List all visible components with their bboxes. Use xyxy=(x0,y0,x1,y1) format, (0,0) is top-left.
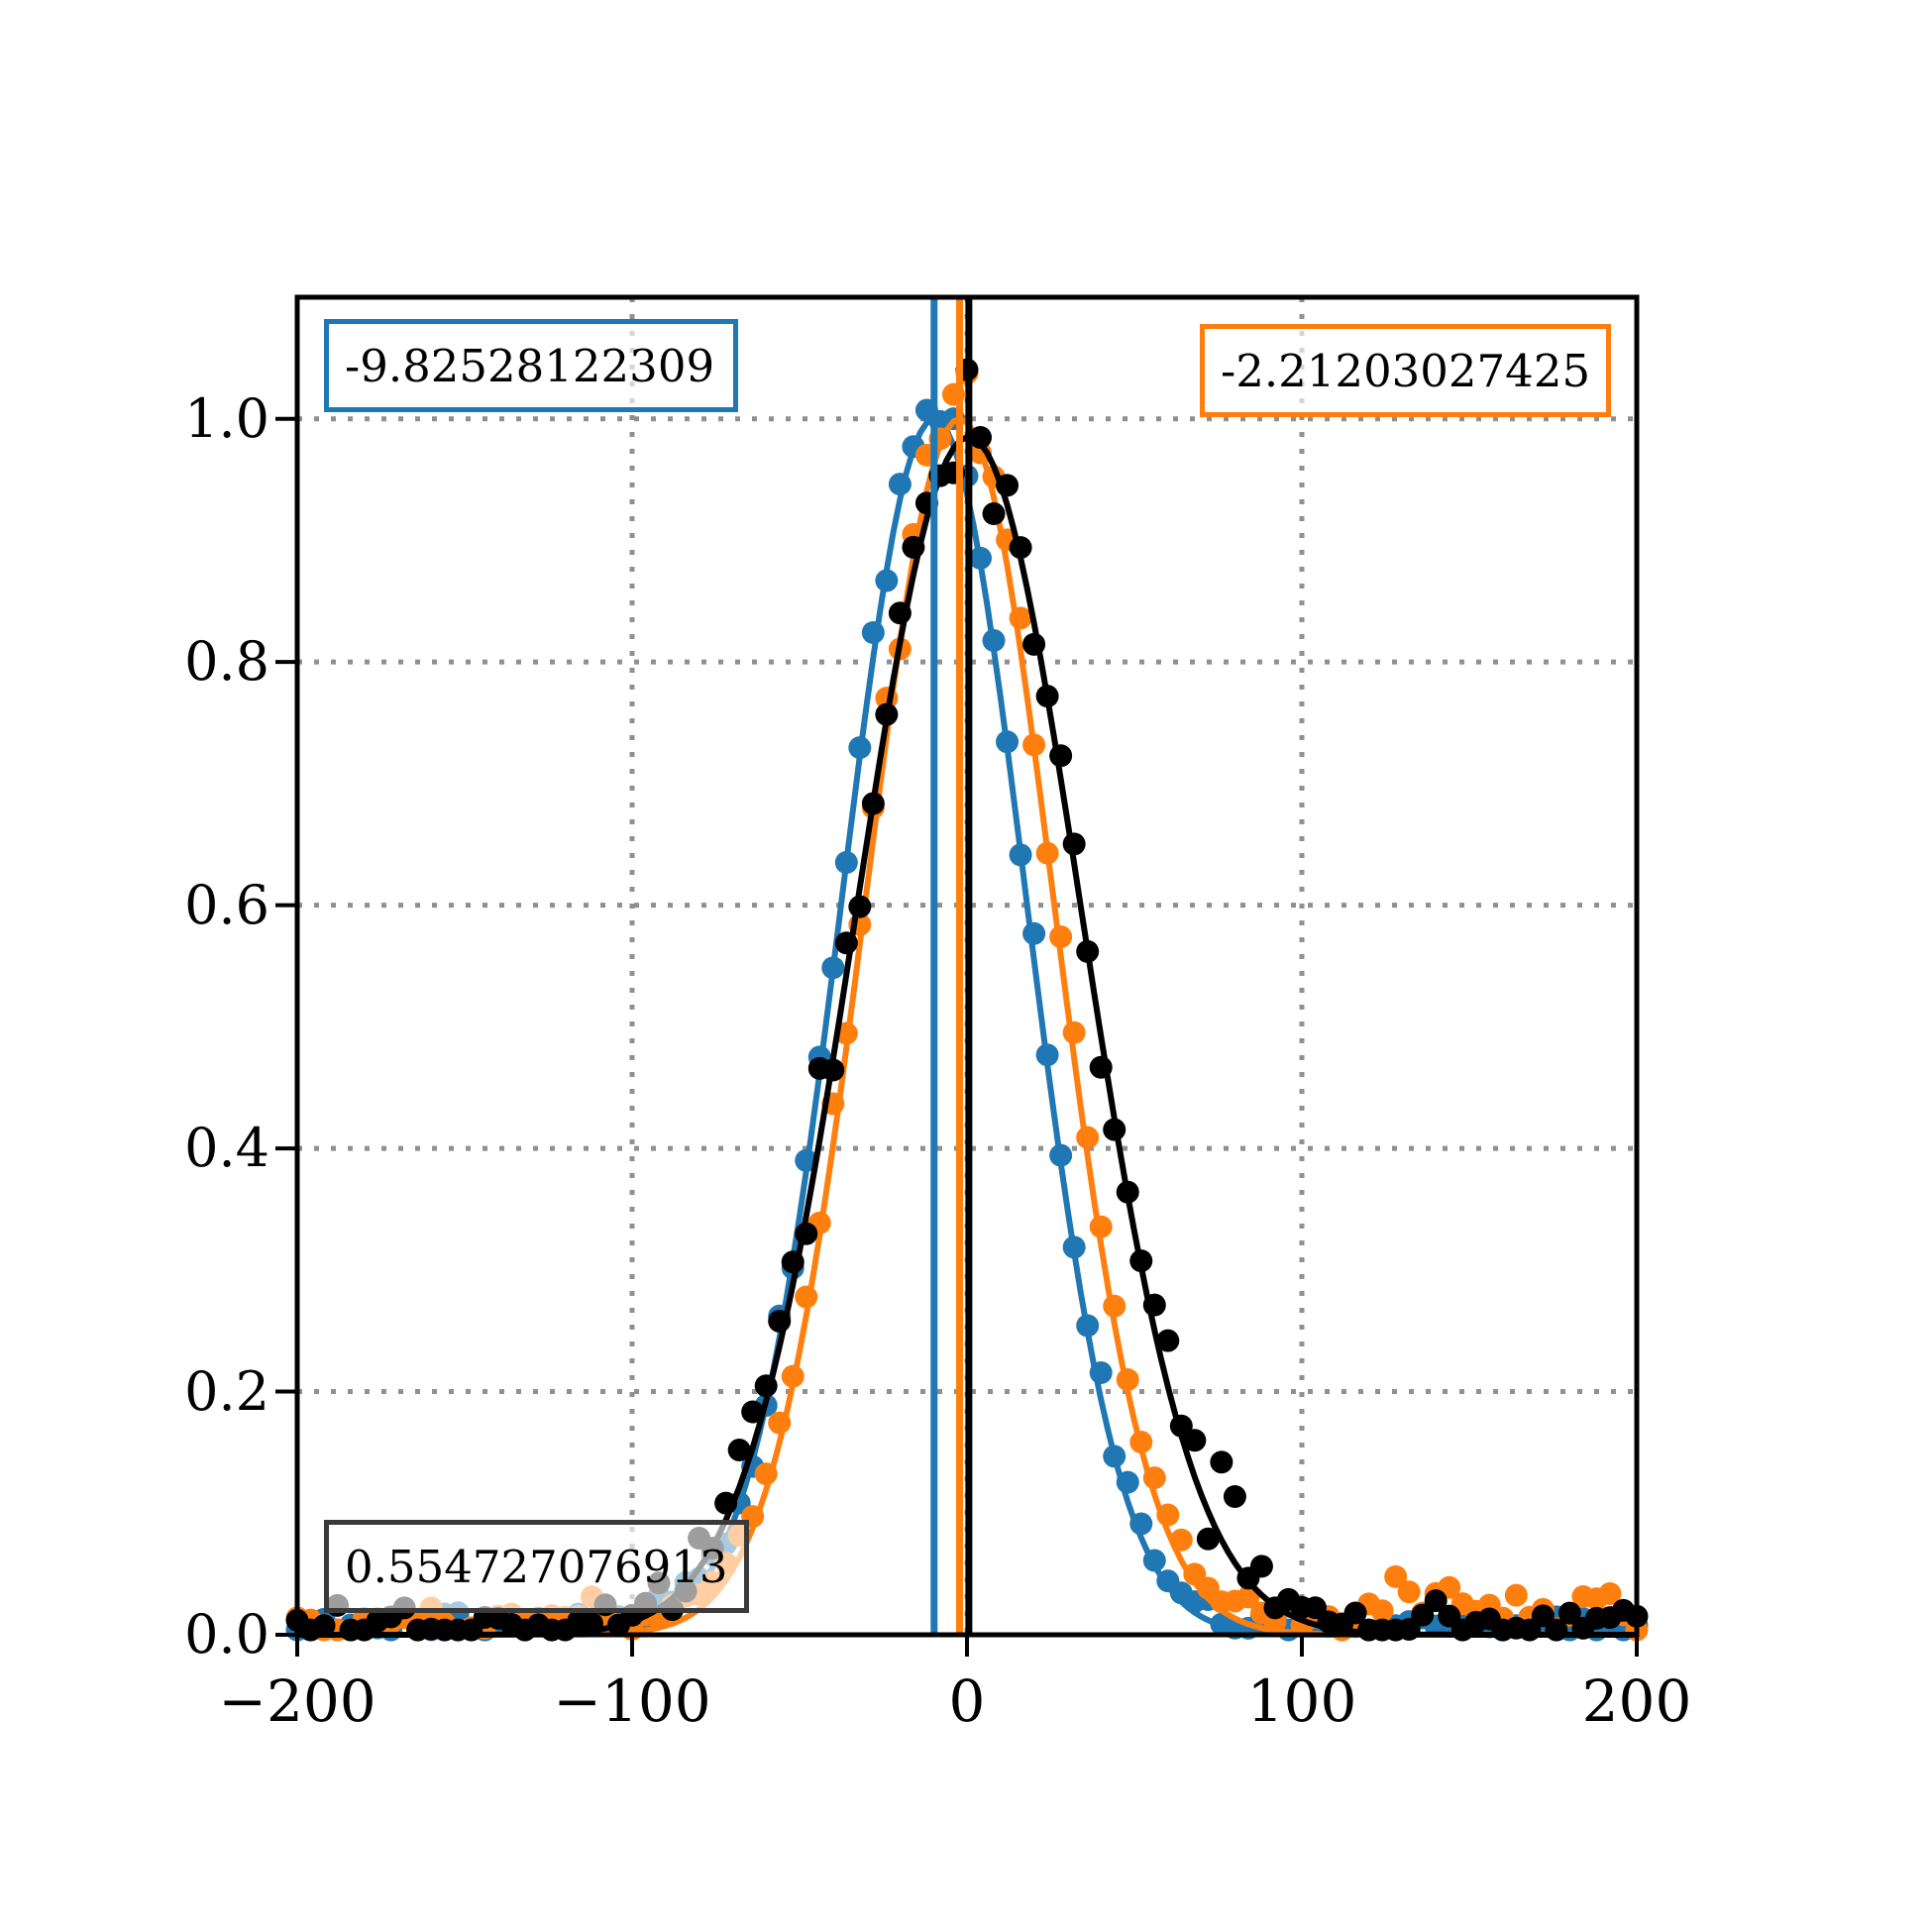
marker-orange xyxy=(1384,1564,1408,1588)
marker-black xyxy=(1210,1450,1234,1474)
marker-black xyxy=(1249,1555,1273,1578)
marker-black xyxy=(1557,1601,1581,1625)
marker-orange xyxy=(1370,1599,1394,1623)
annotation-box-blue-peak-value: -9.82528122309 xyxy=(324,319,738,412)
marker-black xyxy=(1411,1603,1435,1627)
y-tick-label-0.2: 0.2 xyxy=(184,1359,269,1423)
marker-black xyxy=(1343,1601,1367,1625)
annotation-box-black-peak-value: 0.554727076913 xyxy=(324,1520,749,1613)
x-tick-label-0: 0 xyxy=(948,1667,986,1735)
y-tick-label-0.4: 0.4 xyxy=(184,1117,269,1180)
x-tick-label--200: −200 xyxy=(218,1667,376,1735)
y-tick-label-0.8: 0.8 xyxy=(184,630,269,694)
marker-black xyxy=(1183,1429,1207,1452)
marker-black xyxy=(1156,1329,1180,1352)
x-tick-label--100: −100 xyxy=(553,1667,711,1735)
x-tick-label-100: 100 xyxy=(1246,1667,1357,1735)
marker-black xyxy=(1424,1589,1448,1613)
y-tick-label-1: 1.0 xyxy=(184,386,269,450)
marker-black xyxy=(982,502,1006,526)
marker-black xyxy=(1196,1527,1220,1551)
marker-black xyxy=(727,1438,751,1461)
annotation-box-orange-peak-value: -2.21203027425 xyxy=(1200,324,1612,417)
marker-orange xyxy=(1504,1583,1528,1607)
marker-orange xyxy=(1397,1580,1421,1604)
marker-orange xyxy=(1598,1581,1622,1605)
y-tick-label-0.6: 0.6 xyxy=(184,873,269,936)
marker-black xyxy=(969,425,993,449)
y-tick-label-0: 0.0 xyxy=(184,1603,269,1665)
marker-black xyxy=(312,1614,336,1638)
marker-black xyxy=(1223,1485,1246,1509)
x-tick-label-200: 200 xyxy=(1581,1667,1692,1735)
